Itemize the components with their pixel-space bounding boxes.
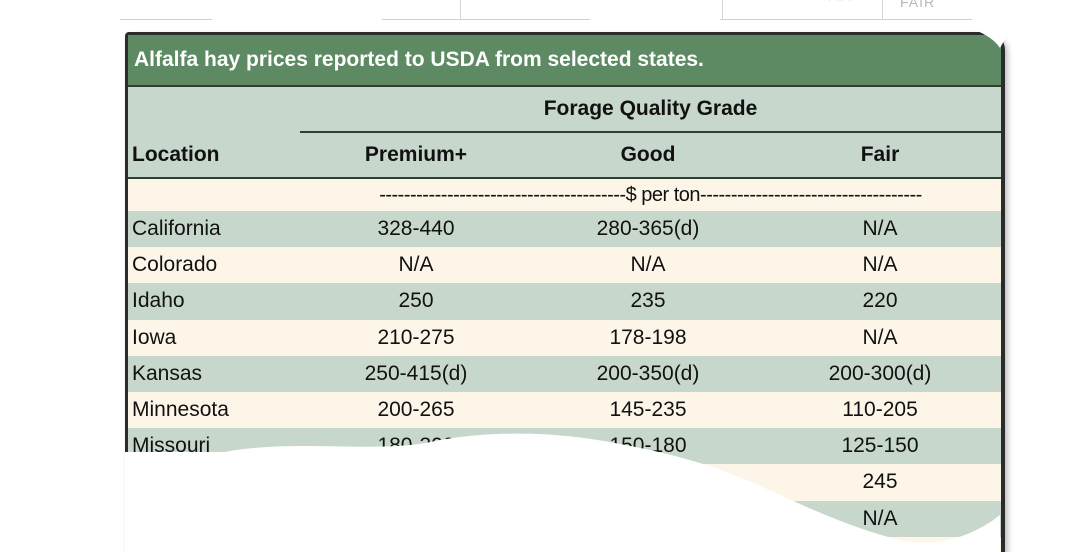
cell-location: California — [132, 217, 221, 240]
cell-fair: N/A — [862, 506, 898, 530]
cell-location: Minnesota — [132, 397, 229, 421]
remnant-divider — [722, 0, 723, 20]
cell-fair: 245 — [862, 470, 898, 494]
cell-fair: N/A — [764, 537, 996, 552]
cell-good: 235 — [630, 289, 666, 313]
cell-location: Kansas — [132, 361, 203, 385]
table-row: California 328-440 280-365(d) N/A — [128, 211, 1001, 248]
cell-good — [532, 501, 764, 537]
remnant-divider — [882, 0, 883, 20]
cell-premium: 328-440 — [377, 217, 455, 240]
cell-good: 178-198 — [609, 325, 687, 349]
cell-location: Iowa — [132, 325, 177, 349]
cell-fair: N/A — [862, 325, 898, 349]
price-table-card: Alfalfa hay prices reported to USDA from… — [125, 32, 1005, 552]
table-row: Idaho 250 235 220 — [128, 283, 1001, 320]
cell-fair: N/A — [862, 217, 898, 240]
column-header-fair: Fair — [860, 143, 900, 166]
cell-location: Idaho — [132, 289, 185, 313]
table-row: Minnesota 200-265 145-235 110-205 — [128, 391, 1001, 429]
cell-premium: 180-300 — [377, 434, 455, 458]
previous-table-remnant: ' '' ' FAIR — [120, 0, 972, 22]
table-row: N/A — [128, 500, 1001, 537]
cell-premium: 250 — [398, 289, 434, 313]
units-row: ----------------------------------------… — [128, 179, 1001, 211]
table-header: Forage Quality Grade Location Premium+ G… — [128, 87, 1001, 179]
column-header-location: Location — [132, 143, 220, 166]
table-row: Kansas 250-415(d) 200-350(d) 200-300(d) — [128, 355, 1001, 392]
table-title: Alfalfa hay prices reported to USDA from… — [128, 35, 1001, 87]
cell-good: N/A — [630, 253, 666, 277]
units-label: ----------------------------------------… — [379, 184, 922, 206]
table-row: Missouri 180-300 150-180 125-150 — [128, 428, 1001, 465]
cell-good: 150-180 — [609, 434, 687, 458]
cell-fair: 200-300(d) — [828, 361, 932, 385]
cell-good: 200-350(d) — [596, 361, 700, 385]
cell-good — [532, 537, 764, 552]
cell-premium — [300, 501, 532, 537]
cell-good: 145-235 — [609, 397, 687, 421]
remnant-ghost-text: ' '' ' — [828, 0, 853, 10]
remnant-rule — [382, 19, 590, 20]
cell-location: Missouri — [132, 434, 211, 458]
cell-fair: 125-150 — [841, 434, 919, 458]
cell-good — [532, 464, 764, 500]
cell-fair: 220 — [862, 289, 898, 313]
remnant-rule — [120, 19, 212, 20]
cell-premium: N/A — [398, 253, 434, 277]
cell-fair: 110-205 — [842, 397, 918, 421]
column-header-premium: Premium+ — [364, 143, 468, 166]
table-row: N/A — [128, 536, 1001, 552]
table-body: California 328-440 280-365(d) N/A Colorado N/… — [128, 211, 1001, 552]
group-header: Forage Quality Grade — [543, 97, 758, 120]
remnant-rule — [720, 19, 972, 20]
cell-premium: 200-265 — [377, 397, 455, 421]
group-header-rule — [300, 131, 1001, 133]
cell-premium: 250-415(d) — [364, 361, 468, 385]
table-row: 245 — [128, 464, 1001, 501]
cell-fair: N/A — [862, 253, 898, 277]
table-row: Colorado N/A N/A N/A — [128, 247, 1001, 284]
cell-premium — [300, 464, 532, 500]
remnant-divider — [460, 0, 461, 20]
cell-premium: 210-275 — [377, 325, 455, 349]
table-row: Iowa 210-275 178-198 N/A — [128, 319, 1001, 356]
cell-good: 280-365(d) — [596, 217, 700, 240]
remnant-ghost-text: FAIR — [900, 0, 936, 10]
column-header-good: Good — [620, 143, 676, 166]
cell-premium — [300, 537, 532, 552]
cell-location: Colorado — [132, 253, 218, 277]
